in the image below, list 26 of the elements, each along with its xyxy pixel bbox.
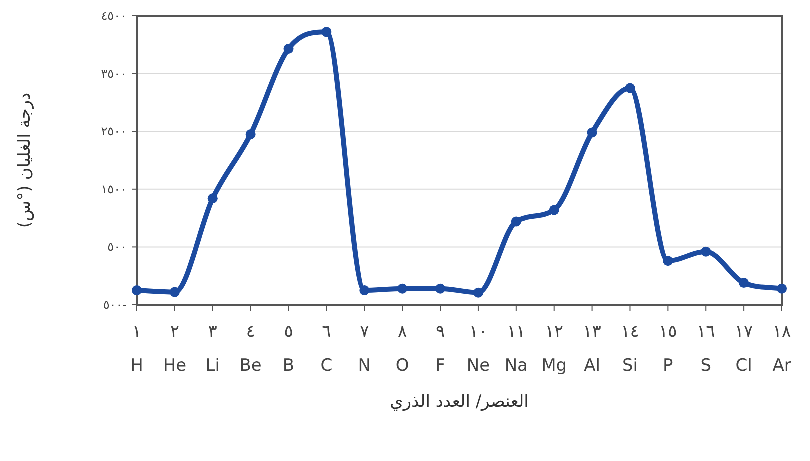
point (322, 27, 332, 38)
y-tick-label: ٥٠٠ (108, 240, 127, 254)
x-axis-title: العنصر/ العدد الذري (390, 392, 529, 412)
point (625, 83, 636, 94)
point (587, 128, 598, 138)
y-tick-label: ١٥٠٠ (101, 182, 127, 196)
point (360, 286, 370, 296)
point (473, 288, 484, 298)
point (398, 284, 408, 294)
y-tick-label: ٣٥٠٠ (101, 66, 127, 81)
y-tick-label: ٤٥٠٠ (101, 9, 127, 23)
point (739, 278, 750, 288)
point (436, 284, 446, 294)
point (132, 286, 142, 296)
point (246, 129, 256, 140)
point (549, 205, 560, 216)
point (170, 287, 180, 298)
point (701, 246, 712, 257)
y-axis-title: درجة الغليان (°س) (15, 92, 35, 228)
y-tick-label: ٢٥٠٠ (101, 124, 127, 139)
point (208, 194, 218, 204)
point (511, 216, 522, 227)
y-tick-label: ٥٠٠- (103, 298, 127, 312)
point (284, 44, 294, 54)
point (777, 284, 787, 294)
point (663, 256, 674, 266)
